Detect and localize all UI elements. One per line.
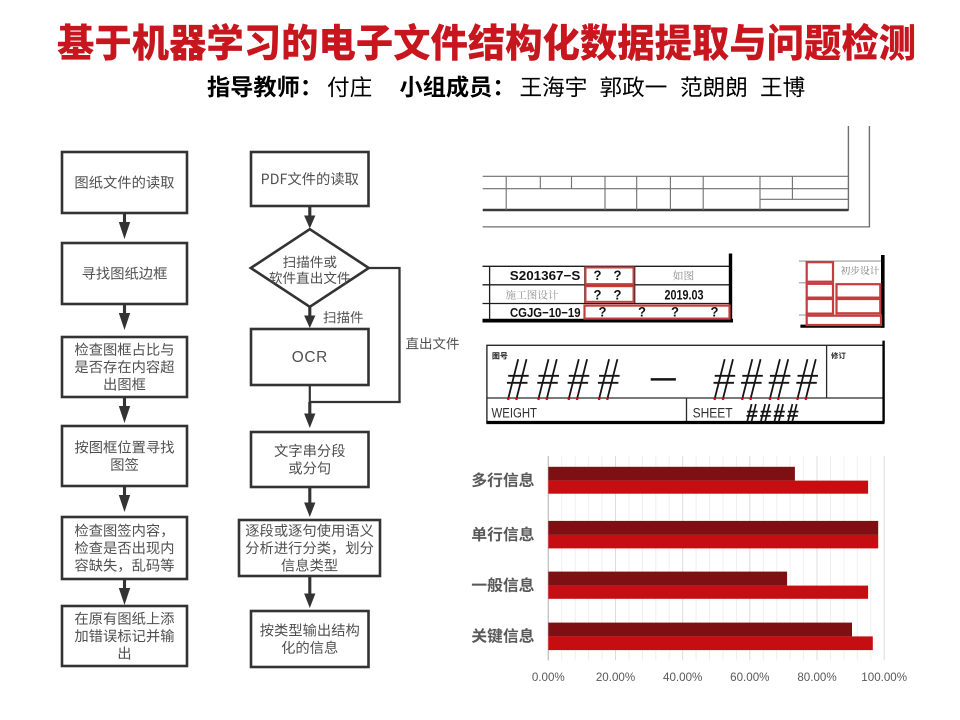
svg-text:?: ? bbox=[614, 267, 622, 283]
svg-text:80.00%: 80.00% bbox=[797, 671, 836, 684]
svg-text:?: ? bbox=[599, 305, 607, 320]
svg-text:OCR: OCR bbox=[292, 349, 328, 366]
svg-text:2019.03: 2019.03 bbox=[665, 288, 704, 303]
svg-text:?: ? bbox=[594, 267, 602, 283]
svg-text:?: ? bbox=[594, 287, 602, 303]
svg-text:0.00%: 0.00% bbox=[532, 671, 565, 684]
svg-text:SHEET: SHEET bbox=[693, 406, 733, 422]
svg-text:?: ? bbox=[638, 305, 646, 320]
svg-text:100.00%: 100.00% bbox=[861, 671, 907, 684]
svg-text:20.00%: 20.00% bbox=[596, 671, 635, 684]
svg-text:S201367−S: S201367−S bbox=[510, 268, 581, 283]
svg-text:40.00%: 40.00% bbox=[663, 671, 702, 684]
svg-text:?: ? bbox=[671, 305, 679, 320]
svg-text:CGJG−10−19: CGJG−10−19 bbox=[510, 305, 581, 320]
svg-text:?: ? bbox=[711, 305, 719, 320]
svg-text:WEIGHT: WEIGHT bbox=[492, 406, 538, 422]
svg-text:60.00%: 60.00% bbox=[730, 671, 769, 684]
svg-text:?: ? bbox=[614, 287, 622, 303]
